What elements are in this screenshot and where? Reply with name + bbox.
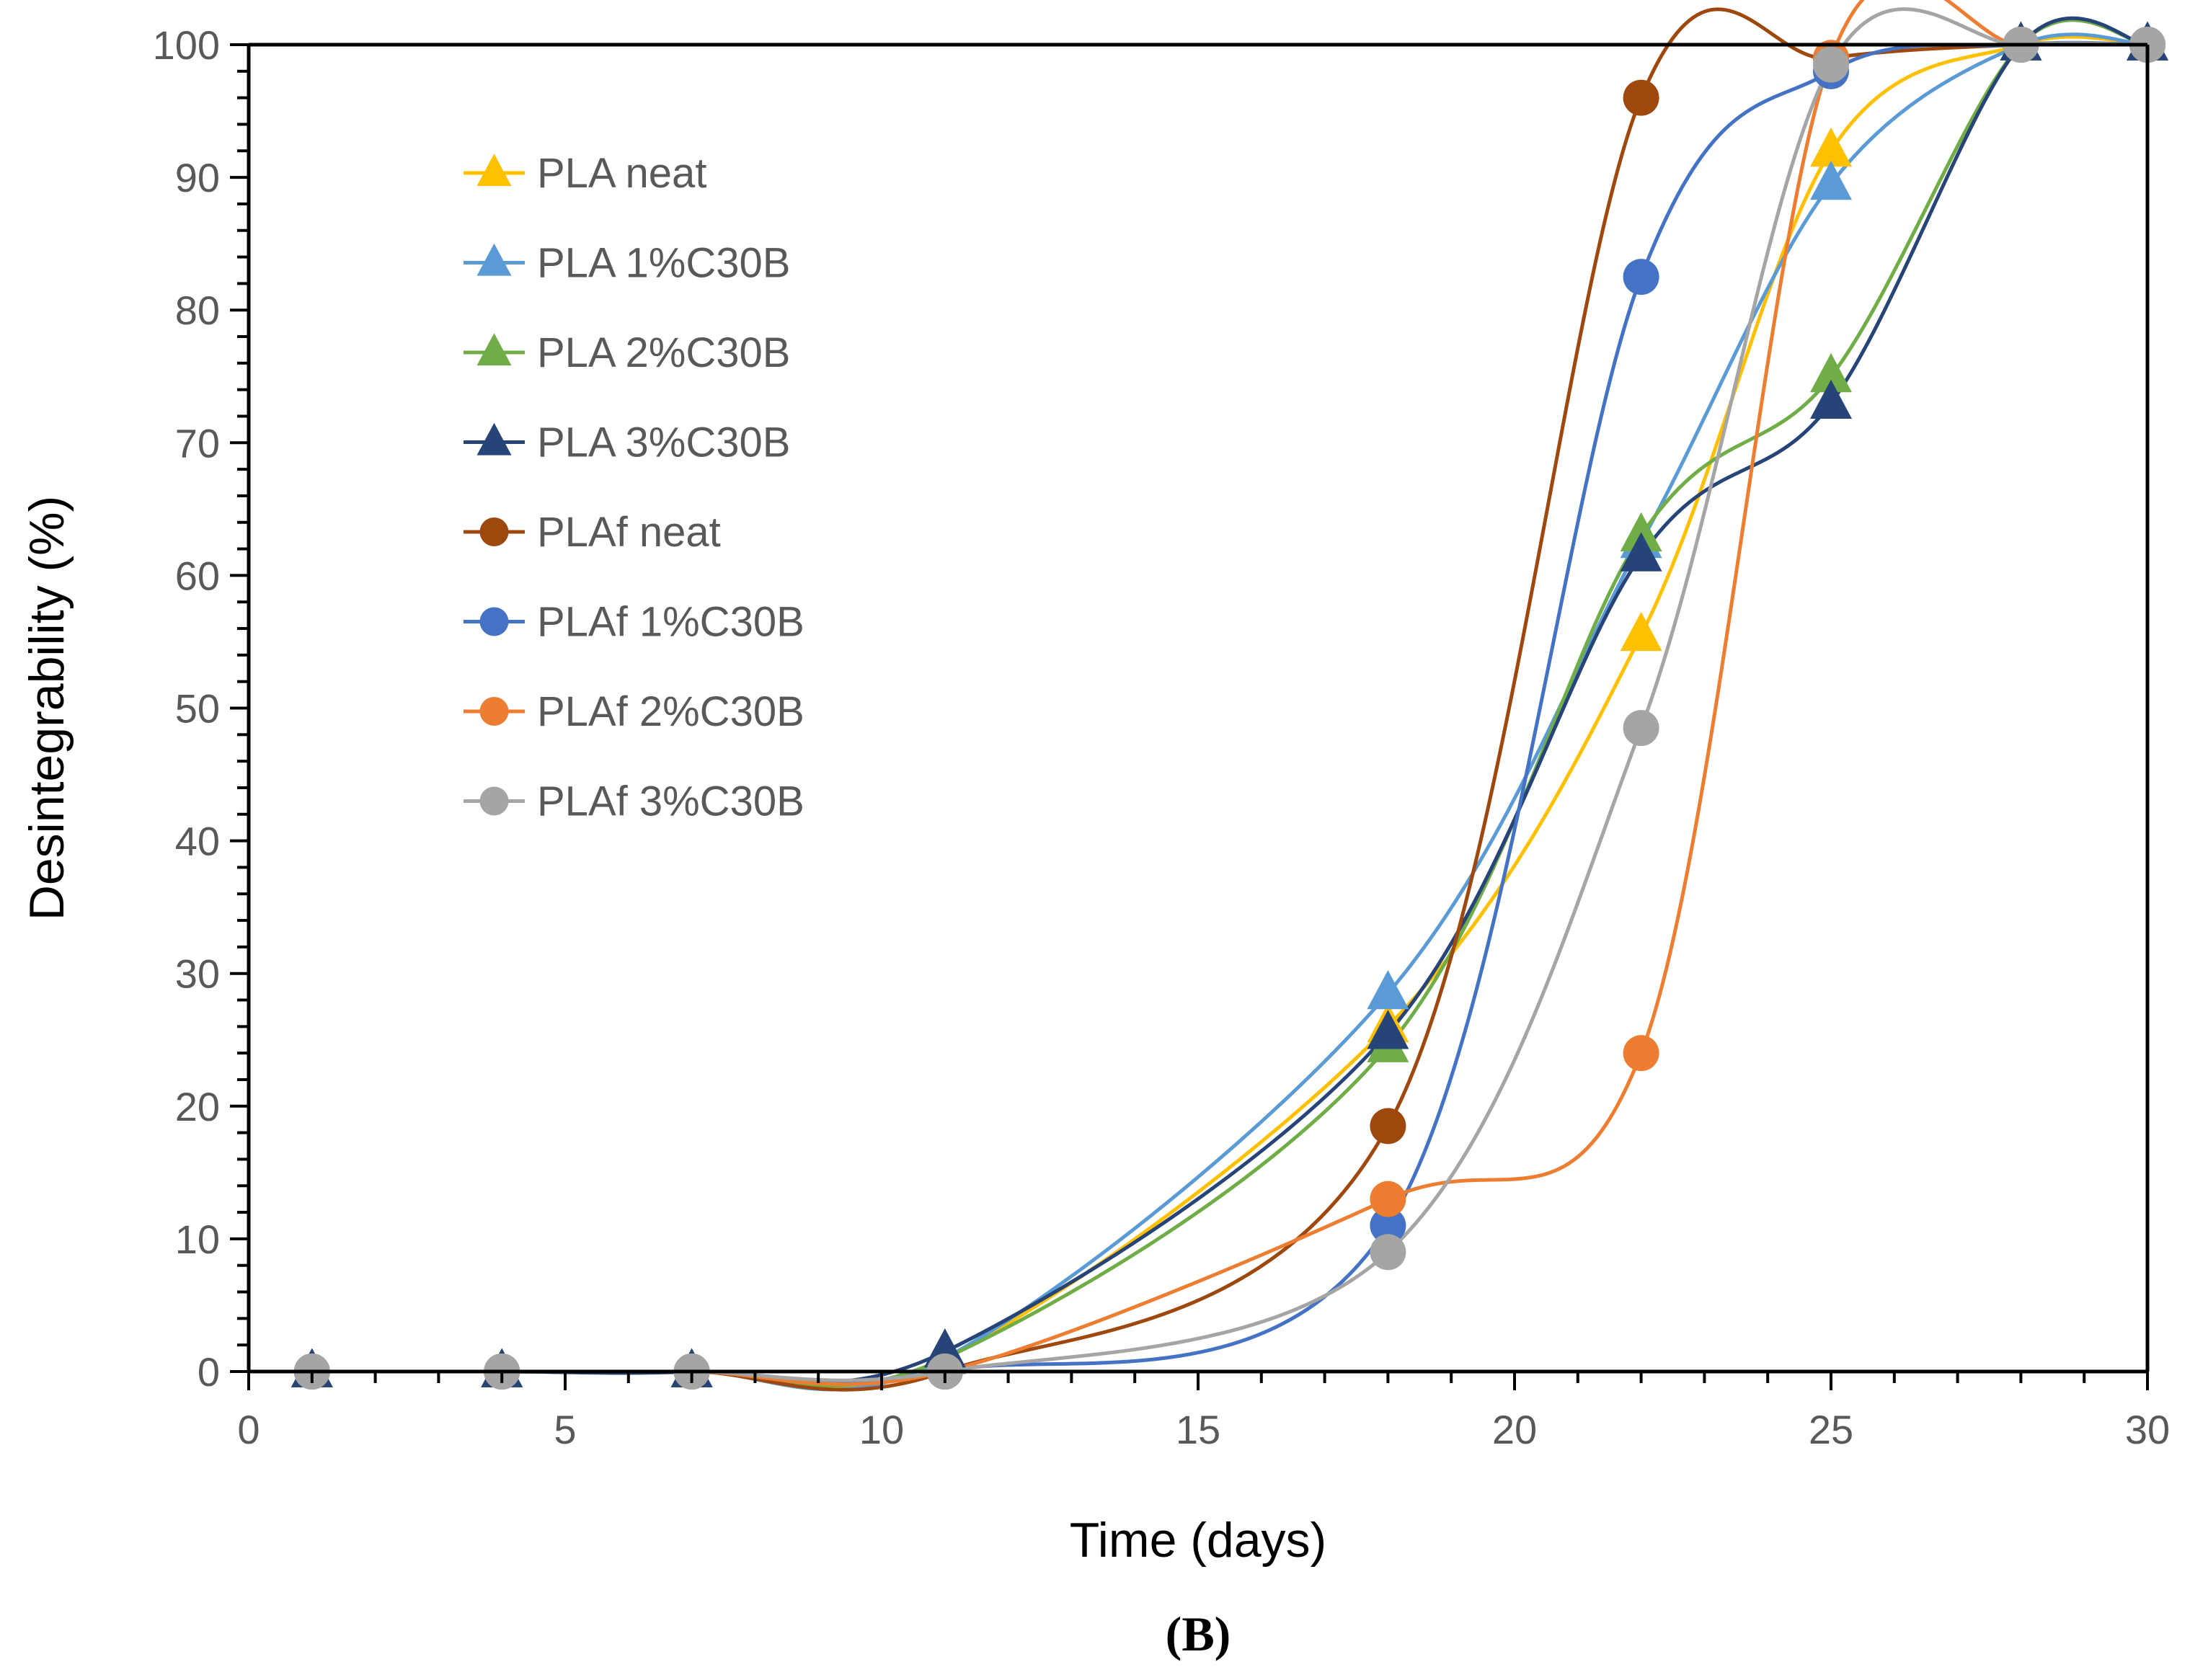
data-point-triangle (1810, 127, 1852, 167)
legend-label: PLA neat (537, 150, 706, 197)
legend-marker-triangle (476, 333, 512, 366)
legend-marker-triangle (476, 243, 512, 276)
legend-label: PLAf neat (537, 509, 721, 556)
y-tick-label: 50 (175, 686, 220, 732)
data-point-triangle (1367, 1010, 1409, 1049)
x-tick-label: 15 (1176, 1407, 1220, 1452)
data-point-triangle (1620, 532, 1662, 572)
legend-marker-triangle (476, 154, 512, 187)
axis-ticks: 0 5 10 15 20 25 30 0 10 20 30 40 50 60 70 80 90 100 (153, 22, 2171, 1452)
y-tick-label: 0 (198, 1349, 220, 1395)
y-tick-label: 10 (175, 1217, 220, 1262)
data-point-triangle (1367, 970, 1409, 1010)
y-tick-label: 20 (175, 1084, 220, 1129)
legend-marker-circle (479, 786, 509, 816)
data-point-triangle (1810, 352, 1852, 393)
x-tick-label: 30 (2125, 1407, 2170, 1452)
data-point-circle (1623, 710, 1659, 747)
legend-marker-circle (479, 607, 509, 636)
axes (247, 43, 2150, 1374)
y-tick-label: 90 (175, 155, 220, 200)
data-point-circle (1623, 1035, 1659, 1072)
panel-label: (B) (1166, 1606, 1231, 1661)
legend-label: PLAf 2%C30B (537, 688, 804, 735)
x-tick-label: 5 (554, 1407, 576, 1452)
data-point-circle (1813, 46, 1849, 83)
data-point-circle (1623, 259, 1659, 295)
y-tick-label: 30 (175, 951, 220, 997)
x-tick-label: 10 (859, 1407, 904, 1452)
legend-label: PLAf 1%C30B (537, 599, 804, 646)
data-point-triangle (1810, 160, 1852, 200)
legend-marker-circle (479, 517, 509, 546)
data-point-circle (1370, 1234, 1406, 1271)
legend-marker-circle (479, 697, 509, 726)
x-tick-label: 20 (1492, 1407, 1537, 1452)
data-point-triangle (1810, 379, 1852, 419)
y-tick-label: 60 (175, 553, 220, 598)
data-point-triangle (1620, 611, 1662, 652)
data-point-circle (1370, 1108, 1406, 1145)
legend-label: PLA 1%C30B (537, 240, 790, 287)
x-tick-label: 25 (1809, 1407, 1853, 1452)
data-point-circle (1370, 1207, 1406, 1244)
y-tick-label: 40 (175, 819, 220, 864)
y-tick-label: 80 (175, 288, 220, 333)
data-point-circle (1623, 79, 1659, 116)
legend-label: PLAf 3%C30B (537, 778, 804, 825)
x-tick-label: 0 (237, 1407, 260, 1452)
y-tick-label: 100 (153, 22, 220, 68)
x-axis-title: Time (days) (1070, 1513, 1326, 1568)
legend-label: PLA 3%C30B (537, 419, 790, 466)
data-point-triangle (1620, 512, 1662, 552)
legend: PLA neat PLA 1%C30B PLA 2%C30B PLA 3%C30B PL… (464, 150, 804, 825)
data-point-circle (1370, 1181, 1406, 1217)
legend-marker-triangle (476, 422, 512, 455)
y-axis-title: Desintegrability (%) (19, 496, 74, 921)
y-tick-label: 70 (175, 420, 220, 466)
series-markers (291, 21, 2168, 1390)
legend-label: PLA 2%C30B (537, 329, 790, 376)
